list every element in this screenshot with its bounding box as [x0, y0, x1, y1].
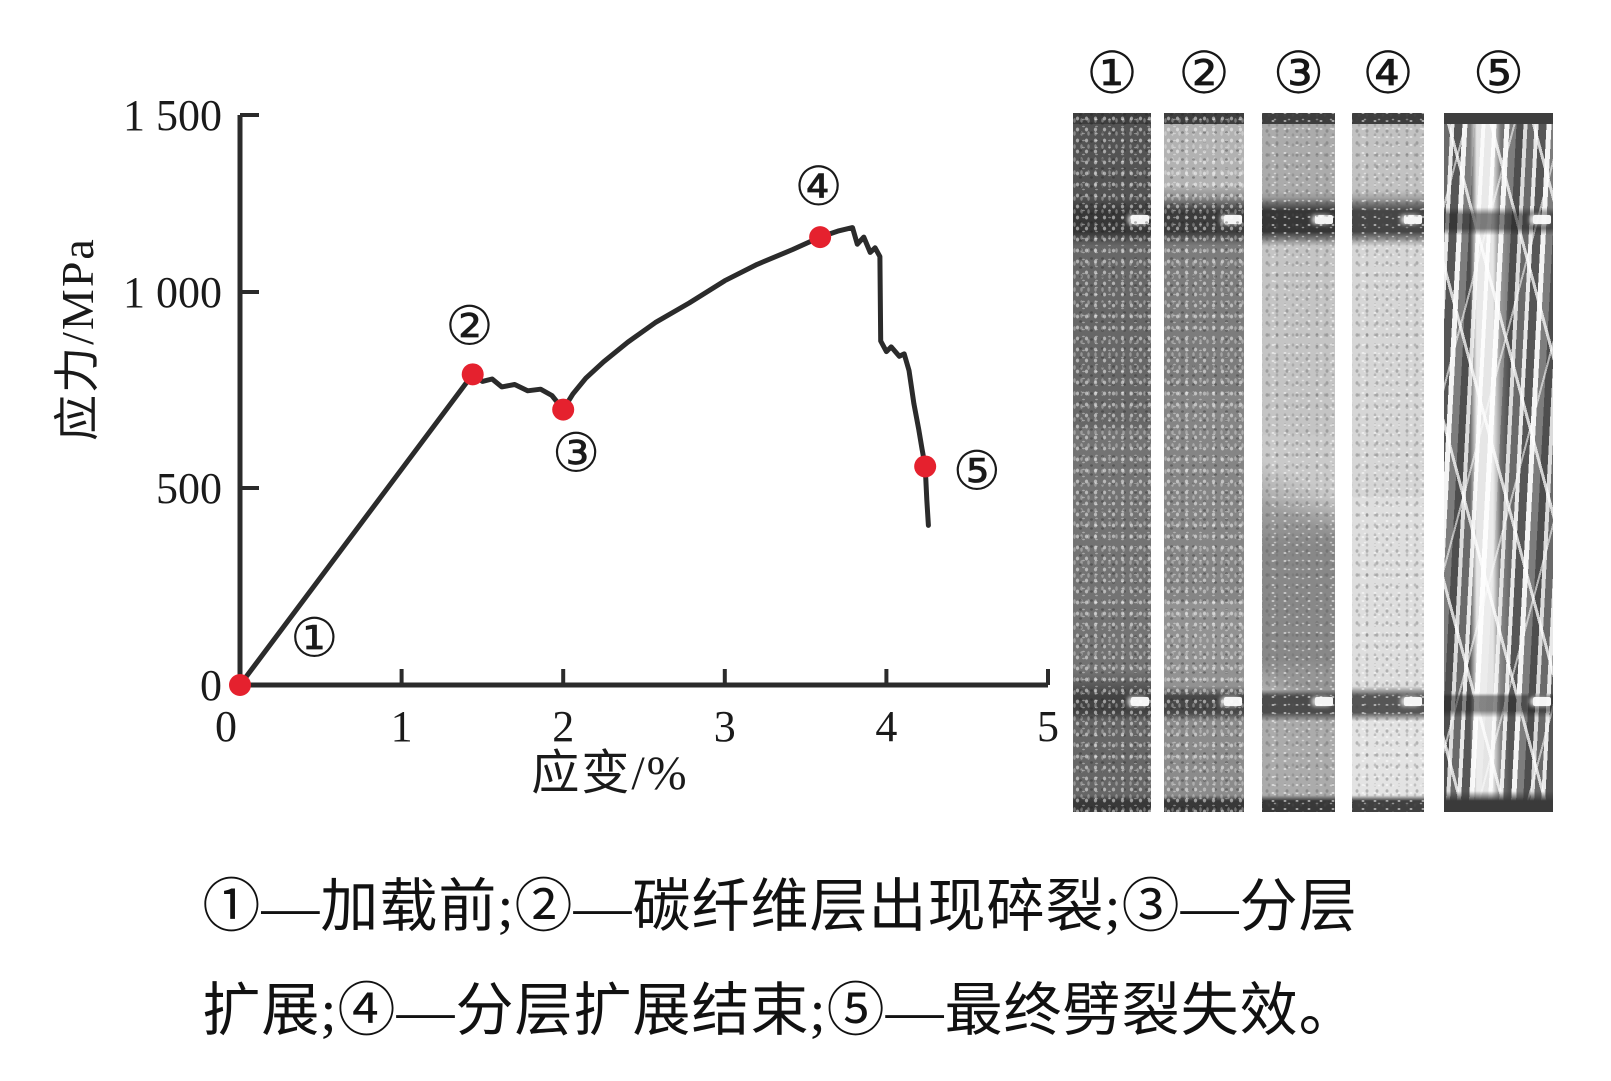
specimen-label-2: ②: [1178, 41, 1230, 106]
y-tick-label: 1 000: [123, 268, 222, 317]
caption-line-2: 扩展;④—分层扩展结束;⑤—最终劈裂失效。: [202, 978, 1358, 1043]
data-point-marker: [552, 398, 575, 421]
point-label: ⑤: [953, 441, 1001, 501]
y-tick-label: 500: [156, 464, 222, 513]
specimen-label-5: ⑤: [1472, 41, 1525, 106]
photo-texture: [1352, 113, 1424, 812]
specimen-label-3: ③: [1272, 41, 1325, 106]
caption-line-1: ①—加载前;②—碳纤维层出现碎裂;③—分层: [202, 874, 1358, 939]
stress-strain-chart: 0 500 1 000 1 500 0 1 2 3 4 5 ① ② ③ ④ ⑤: [123, 91, 1059, 751]
specimen-photo-3: [1262, 113, 1335, 812]
data-point-marker: [461, 363, 484, 386]
x-axis-title: 应变/%: [531, 747, 689, 800]
specimen-label-4: ④: [1362, 41, 1414, 106]
specimen-photo-4: [1352, 113, 1424, 812]
y-tick-label: 1 500: [123, 91, 222, 140]
x-tick-label: 5: [1037, 702, 1059, 751]
point-label: ①: [290, 609, 338, 669]
point-label: ②: [445, 296, 493, 356]
photo-texture: [1262, 113, 1335, 812]
specimen-label-1: ①: [1086, 41, 1138, 106]
data-point-marker: [809, 226, 832, 249]
specimen-photo-5: [1444, 113, 1553, 812]
specimen-photo-panel: ① ② ③ ④ ⑤: [1073, 41, 1553, 812]
x-tick-label: 4: [875, 702, 897, 751]
x-tick-label: 3: [714, 702, 736, 751]
point-label: ④: [794, 157, 842, 217]
y-tick-label: 0: [200, 661, 222, 710]
x-tick-label: 1: [391, 702, 413, 751]
photo-texture: [1073, 113, 1151, 812]
x-tick-label: 2: [552, 702, 574, 751]
x-tick-label: 0: [215, 702, 237, 751]
data-point-marker: [229, 674, 251, 696]
point-label: ③: [552, 424, 600, 484]
specimen-photo-1: [1073, 113, 1151, 812]
figure-caption: ①—加载前;②—碳纤维层出现碎裂;③—分层 扩展;④—分层扩展结束;⑤—最终劈裂…: [0, 855, 1560, 1063]
specimen-photo-2: [1164, 113, 1244, 812]
photo-texture: [1164, 113, 1244, 812]
data-point-marker: [914, 455, 937, 478]
